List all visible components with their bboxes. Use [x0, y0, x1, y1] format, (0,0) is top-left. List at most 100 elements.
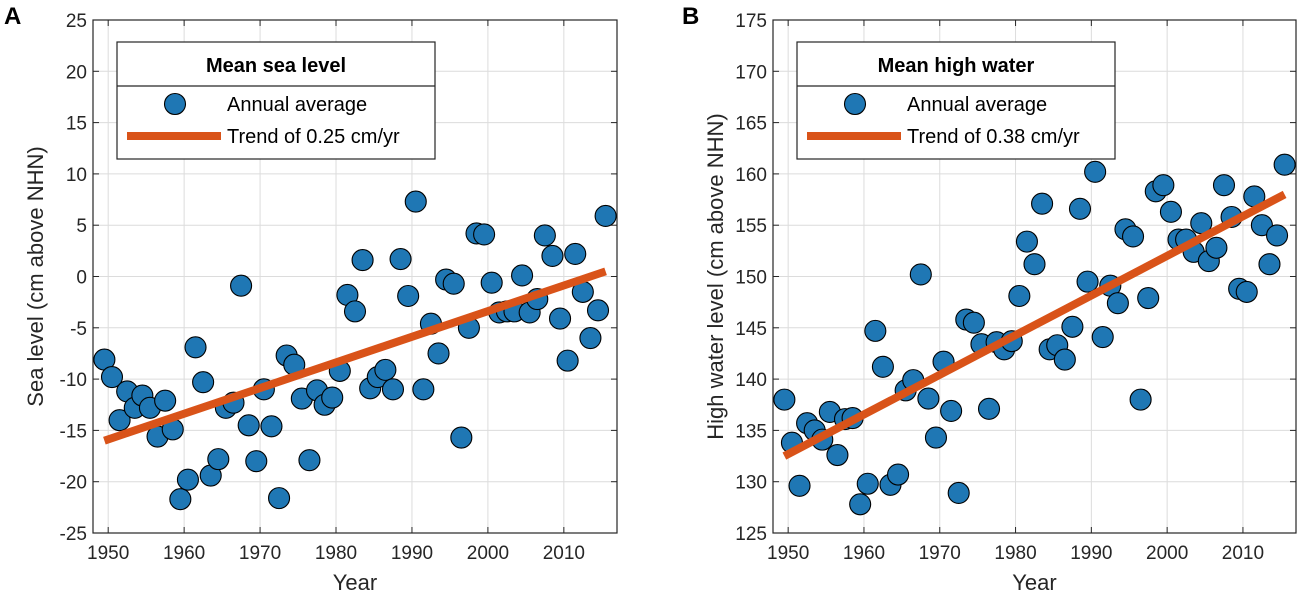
y-tick-label: 140: [735, 370, 767, 391]
x-tick-label: 1990: [1070, 543, 1112, 564]
data-point: [1137, 286, 1160, 310]
data-point: [321, 386, 344, 409]
x-tick-label: 1970: [919, 543, 961, 564]
data-point: [207, 448, 230, 471]
x-tick-label: 2000: [1146, 543, 1188, 564]
x-tick-label: 2000: [467, 543, 509, 564]
data-point: [1205, 236, 1228, 259]
y-axis-label: High water level (cm above NHN): [703, 113, 728, 439]
data-point: [1084, 160, 1107, 183]
legend-title: Mean high water: [878, 55, 1035, 77]
data-point: [1273, 153, 1296, 176]
data-point: [940, 399, 963, 422]
data-point: [533, 224, 556, 247]
y-tick-label: 145: [735, 319, 767, 340]
data-point: [343, 300, 367, 323]
data-point: [1212, 174, 1236, 197]
data-point: [887, 463, 910, 486]
data-point: [1250, 214, 1273, 237]
y-tick-label: 20: [66, 62, 87, 83]
y-tick-label: 160: [735, 165, 767, 186]
data-point: [260, 415, 283, 438]
data-point: [586, 299, 610, 322]
data-point: [1091, 325, 1114, 349]
legend-marker-icon: [163, 92, 187, 116]
data-point: [788, 474, 811, 497]
trend-line: [103, 267, 607, 445]
y-tick-label: 170: [735, 62, 767, 83]
y-tick-label: -10: [60, 370, 87, 391]
data-point: [826, 443, 849, 467]
data-point: [849, 493, 872, 516]
data-point: [977, 397, 1001, 420]
y-tick-label: 135: [735, 421, 767, 442]
data-point: [856, 472, 879, 495]
legend: Mean sea level Annual average Trend of 0.2…: [116, 41, 436, 160]
y-tick-label: 150: [735, 268, 767, 289]
data-point: [442, 272, 465, 295]
data-point: [541, 244, 564, 268]
data-point: [773, 388, 796, 411]
x-axis-label: Year: [1012, 570, 1056, 595]
data-point: [351, 249, 374, 272]
data-point: [1015, 230, 1038, 253]
data-point: [1159, 200, 1182, 223]
data-point: [404, 190, 427, 213]
data-point: [1031, 192, 1054, 215]
legend-label-trend: Trend of 0.25 cm/yr: [227, 126, 400, 148]
data-point: [1053, 348, 1076, 371]
panel-a-letter: A: [4, 3, 21, 30]
data-point: [1235, 280, 1258, 303]
legend-label-annual: Annual average: [227, 94, 367, 116]
data-point: [1061, 315, 1084, 338]
x-tick-label: 1960: [843, 543, 885, 564]
x-tick-label: 1980: [994, 543, 1036, 564]
data-point: [1121, 225, 1145, 248]
y-tick-label: -20: [60, 473, 87, 494]
x-tick-label: 1960: [163, 543, 205, 564]
data-point: [397, 284, 420, 308]
data-point: [450, 426, 473, 449]
data-point: [1266, 224, 1289, 247]
data-point: [871, 355, 894, 378]
data-point: [176, 468, 199, 491]
legend-label-annual: Annual average: [907, 94, 1047, 116]
legend: Mean high water Annual average Trend of 0.…: [796, 41, 1116, 160]
data-point: [1023, 253, 1046, 276]
y-tick-label: -5: [70, 319, 87, 340]
panel-b: B 1950 1960 1970 1980 1990 2000 2010 125 130 135 1…: [682, 3, 1297, 595]
panel-a: A 1950 1960 1970 1980 1990 2000 2010-25-20-15-…: [4, 3, 618, 595]
data-point: [230, 274, 253, 297]
data-point: [184, 336, 207, 359]
data-point: [237, 414, 260, 437]
data-point: [909, 263, 932, 286]
data-point: [947, 481, 970, 505]
y-tick-label: 165: [735, 114, 767, 135]
data-point: [412, 378, 435, 401]
data-point: [427, 342, 450, 365]
data-point: [1258, 253, 1281, 276]
data-point: [1129, 388, 1152, 411]
y-tick-label: 10: [66, 165, 87, 186]
data-point: [480, 271, 503, 294]
y-tick-label: 130: [735, 473, 767, 494]
y-tick-label: 15: [66, 114, 87, 135]
data-point: [917, 387, 940, 410]
x-axis-label: Year: [333, 570, 377, 595]
data-point: [298, 449, 321, 472]
data-point: [1076, 270, 1099, 293]
data-point: [389, 248, 412, 271]
data-point: [169, 488, 192, 511]
data-point: [100, 365, 124, 389]
x-tick-label: 1950: [87, 543, 129, 564]
data-point: [548, 307, 572, 330]
y-tick-label: 125: [735, 524, 767, 545]
data-point: [924, 426, 948, 449]
data-point: [1068, 197, 1092, 220]
x-tick-label: 1950: [767, 543, 809, 564]
data-point: [108, 409, 131, 432]
y-tick-label: 0: [76, 268, 87, 289]
data-point: [1106, 292, 1129, 315]
y-tick-label: 25: [66, 11, 87, 32]
